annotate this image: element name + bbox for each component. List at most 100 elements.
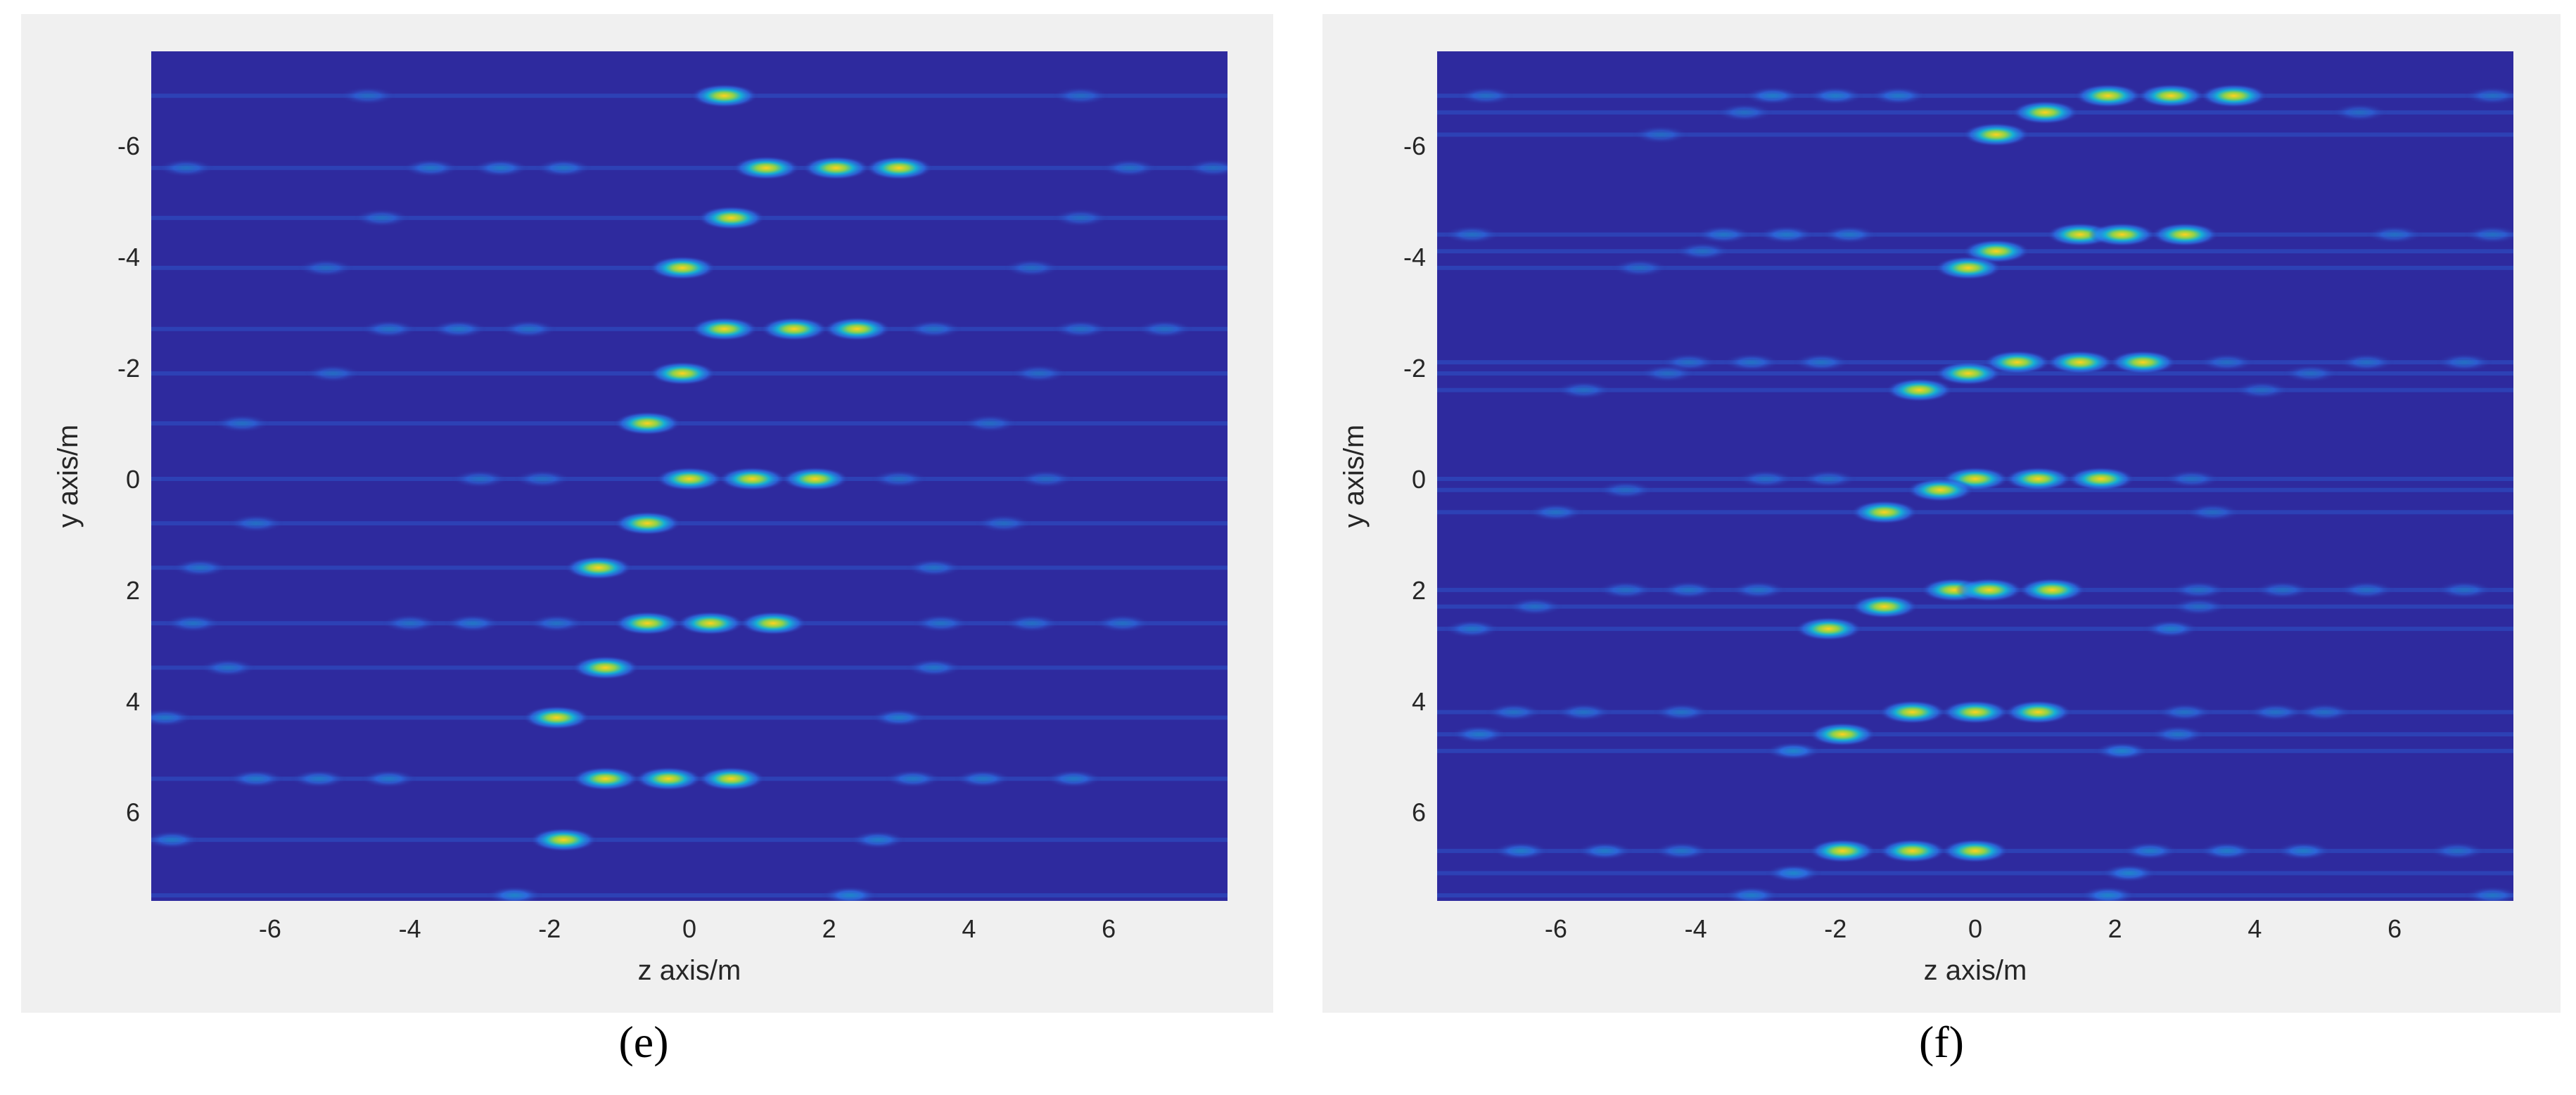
y-axis-label-f: y axis/m [1339, 425, 1370, 528]
intensity-peak [732, 155, 801, 180]
row-streak [151, 94, 1228, 98]
intensity-peak [1906, 478, 1975, 502]
row-streak [1437, 748, 2513, 753]
intensity-peak [1794, 617, 1863, 641]
intensity-peak [1660, 580, 1717, 599]
intensity-peak [1730, 580, 1787, 599]
intensity-peak [535, 158, 592, 177]
row-streak [1437, 627, 2513, 632]
row-streak [151, 326, 1228, 331]
intensity-peak [431, 319, 487, 338]
intensity-peak [2436, 353, 2493, 372]
intensity-peak [802, 155, 870, 180]
intensity-peak [2184, 503, 2241, 522]
x-tick-labels-e: -6 -4 -2 0 2 4 6 [259, 914, 1116, 943]
intensity-peak [1850, 500, 1918, 525]
row-streak [1437, 110, 2513, 115]
y-tick-label: 2 [126, 576, 140, 605]
y-tick-label: -2 [117, 354, 140, 383]
intensity-peak [1450, 725, 1507, 744]
y-tick-label: -4 [117, 243, 140, 271]
intensity-peak [2018, 577, 2086, 602]
intensity-peak [451, 469, 508, 488]
intensity-peak [528, 614, 585, 633]
intensity-peak [823, 316, 891, 341]
intensity-peak [1017, 469, 1074, 488]
intensity-peak [649, 361, 717, 385]
y-tick-label: -2 [1403, 354, 1426, 383]
intensity-peak [2464, 886, 2513, 901]
intensity-peak [1934, 361, 2003, 385]
row-streak [151, 715, 1228, 720]
intensity-peak [1598, 480, 1654, 499]
intensity-peak [1744, 87, 1801, 105]
intensity-peak [613, 611, 682, 636]
intensity-peak [1555, 703, 1612, 722]
intensity-peak [822, 886, 879, 901]
intensity-peak [486, 886, 543, 901]
intensity-peak [291, 769, 347, 788]
intensity-peak [1094, 614, 1151, 633]
intensity-peak [2170, 597, 2227, 616]
intensity-peak [2200, 84, 2268, 108]
x-axis-label-e: z axis/m [638, 955, 741, 986]
intensity-peak [976, 514, 1033, 533]
row-streak [1437, 893, 2513, 898]
intensity-peak [1052, 319, 1109, 338]
intensity-peak [2366, 225, 2423, 244]
intensity-peak [1809, 838, 1877, 863]
intensity-peak [718, 466, 786, 491]
intensity-peak [360, 769, 417, 788]
intensity-peak [214, 414, 271, 433]
intensity-peak [1653, 841, 1710, 860]
intensity-peak [305, 364, 362, 383]
intensity-peak [697, 767, 765, 791]
intensity-peak [850, 831, 907, 850]
intensity-peak [2338, 580, 2395, 599]
x-tick-labels-f: -6 -4 -2 0 2 4 6 [1545, 914, 2402, 943]
row-streak [1437, 604, 2513, 609]
y-tick-label: 0 [126, 465, 140, 494]
y-tick-label: -6 [1403, 132, 1426, 160]
intensity-peak [1632, 125, 1689, 144]
row-streak [151, 893, 1228, 898]
intensity-peak [1695, 225, 1752, 244]
intensity-peak [1003, 614, 1060, 633]
y-tick-label: -4 [1403, 243, 1426, 271]
y-tick-label: 4 [1412, 687, 1426, 716]
row-streak [1437, 732, 2513, 737]
y-tick-label: 0 [1412, 465, 1426, 494]
intensity-peak [2100, 864, 2157, 883]
intensity-peak [2296, 703, 2353, 722]
intensity-peak [2275, 841, 2332, 860]
intensity-peak [564, 556, 632, 580]
intensity-peak [649, 255, 717, 280]
intensity-peak [1850, 594, 1918, 619]
intensity-peak [656, 466, 723, 491]
intensity-peak [2198, 841, 2255, 860]
intensity-peak [2170, 580, 2227, 599]
intensity-peak [2011, 100, 2079, 124]
x-tick-label: 6 [2387, 914, 2402, 943]
intensity-peak [1807, 87, 1864, 105]
heatmap-panel-f: -6 -4 -2 0 2 4 6 -6 -4 -2 0 2 4 6 z axis/m y axis/m [1339, 51, 2513, 986]
intensity-peak [1716, 103, 1773, 122]
intensity-peak [2046, 350, 2115, 375]
x-tick-label: 2 [2108, 914, 2122, 943]
intensity-peak [1507, 597, 1564, 616]
x-tick-label: -2 [1824, 914, 1847, 943]
intensity-peak [1003, 258, 1060, 277]
x-tick-label: -6 [1545, 914, 1567, 943]
intensity-peak [2429, 841, 2486, 860]
intensity-peak [571, 767, 639, 791]
intensity-peak [472, 158, 529, 177]
row-streak [151, 215, 1228, 220]
intensity-peak [1185, 158, 1228, 177]
x-tick-label: -6 [259, 914, 281, 943]
intensity-peak [690, 316, 758, 341]
intensity-peak [2198, 353, 2255, 372]
intensity-peak [955, 769, 1012, 788]
row-streak [151, 838, 1228, 843]
intensity-peak [1653, 703, 1710, 722]
intensity-peak [781, 466, 849, 491]
